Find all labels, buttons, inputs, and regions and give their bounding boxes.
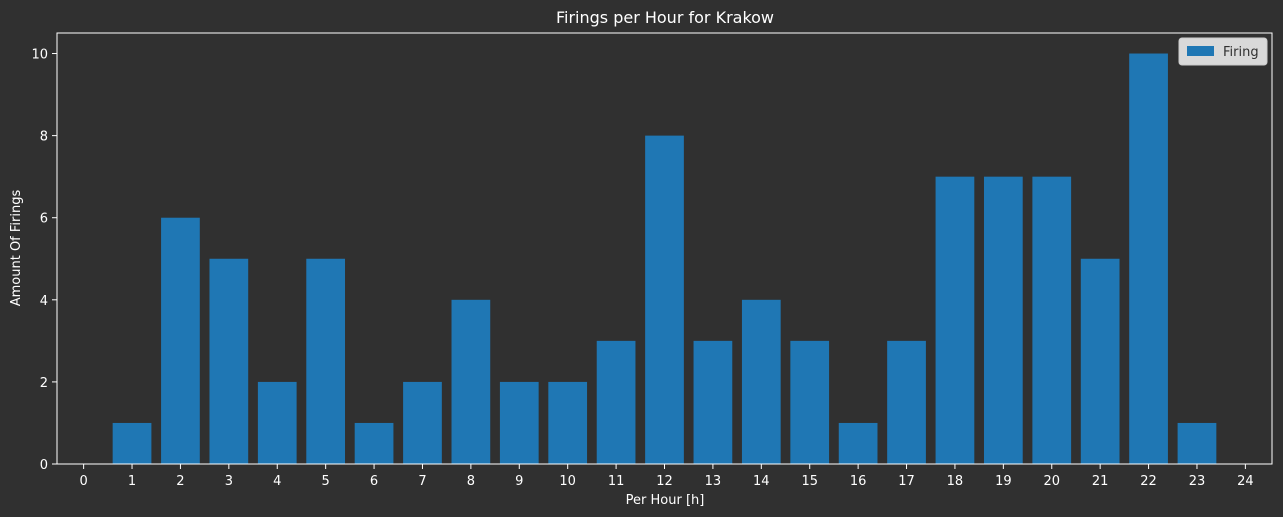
- bar-hour-20: [1032, 176, 1072, 464]
- x-tick-label: 2: [176, 474, 184, 489]
- bar-hour-11: [596, 340, 636, 464]
- y-tick-label: 2: [40, 376, 48, 391]
- bar-hour-21: [1080, 258, 1120, 464]
- x-tick-label: 20: [1043, 474, 1060, 489]
- bar-hour-6: [354, 422, 394, 464]
- x-tick-label: 9: [515, 474, 523, 489]
- bar-hour-7: [403, 381, 442, 464]
- bar-hour-23: [1177, 422, 1217, 464]
- x-tick-label: 12: [656, 474, 673, 489]
- bar-hour-17: [887, 340, 926, 464]
- y-tick-label: 4: [40, 294, 48, 309]
- x-tick-label: 4: [273, 474, 281, 489]
- bar-hour-18: [935, 176, 975, 464]
- bar-hour-3: [209, 258, 249, 464]
- x-tick-label: 14: [753, 474, 770, 489]
- bar-hour-19: [983, 176, 1023, 464]
- x-tick-label: 1: [128, 474, 136, 489]
- x-tick-label: 19: [995, 474, 1012, 489]
- x-tick-label: 8: [467, 474, 475, 489]
- x-tick-label: 15: [801, 474, 818, 489]
- bar-hour-8: [451, 299, 491, 464]
- x-tick-label: 22: [1140, 474, 1157, 489]
- bar-hour-5: [306, 258, 346, 464]
- bar-hour-14: [741, 299, 781, 464]
- bar-hour-1: [112, 422, 152, 464]
- x-tick-label: 7: [418, 474, 426, 489]
- bar-hour-12: [645, 135, 684, 464]
- x-tick-label: 23: [1189, 474, 1206, 489]
- x-tick-label: 16: [850, 474, 867, 489]
- x-tick-label: 21: [1092, 474, 1109, 489]
- bar-hour-13: [693, 340, 733, 464]
- x-tick-label: 6: [370, 474, 378, 489]
- bar-hour-15: [790, 340, 830, 464]
- chart-title: Firings per Hour for Krakow: [556, 8, 774, 27]
- y-tick-label: 8: [40, 130, 48, 145]
- bar-hour-2: [161, 217, 200, 464]
- bars-group: [112, 53, 1217, 465]
- legend-box: [1178, 37, 1268, 66]
- y-axis: 0 2 4 6 8 10: [31, 48, 57, 473]
- bar-hour-9: [499, 381, 539, 464]
- x-axis-label: Per Hour [h]: [626, 493, 705, 508]
- y-axis-label: Amount Of Firings: [9, 190, 24, 307]
- plot-frame: [56, 32, 1273, 465]
- x-tick-label: 18: [947, 474, 964, 489]
- bar-hour-16: [838, 422, 878, 464]
- x-tick-label: 0: [79, 474, 87, 489]
- legend: Firing: [1178, 37, 1268, 66]
- x-tick-label: 24: [1237, 474, 1254, 489]
- x-tick-label: 3: [225, 474, 233, 489]
- x-tick-label: 17: [898, 474, 915, 489]
- x-tick-label: 11: [608, 474, 625, 489]
- bar-hour-4: [257, 381, 297, 464]
- y-tick-label: 0: [40, 458, 48, 473]
- y-tick-label: 10: [31, 48, 48, 63]
- legend-swatch: [1187, 46, 1214, 56]
- x-tick-label: 13: [705, 474, 722, 489]
- legend-label: Firing: [1223, 45, 1259, 60]
- x-tick-label: 5: [322, 474, 330, 489]
- bar-hour-22: [1129, 53, 1168, 465]
- y-tick-label: 6: [40, 212, 48, 227]
- x-axis: 0 1 2 3 4 5 6 7 8 9 10 11 12 13 14 15 16 17 18 19 20 21 22 23 24: [79, 464, 1254, 489]
- bar-hour-10: [548, 381, 588, 464]
- x-tick-label: 10: [559, 474, 576, 489]
